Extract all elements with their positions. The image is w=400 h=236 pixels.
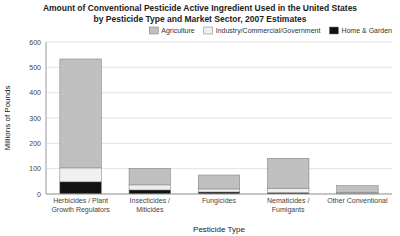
legend-label: Industry/Commercial/Government: [216, 27, 321, 35]
bar-segment: [129, 168, 171, 184]
legend-label: Agriculture: [161, 27, 195, 35]
bar-segment: [60, 182, 102, 194]
bar-segment: [198, 189, 240, 192]
grid-line: [46, 194, 392, 195]
bar-segment: [267, 188, 309, 193]
y-tick-label: 0: [37, 191, 41, 198]
x-tick-label: Herbicides / Plant Growth Regulators: [51, 197, 110, 214]
x-tick-label: Fungicides: [202, 197, 236, 205]
y-tick-label: 600: [29, 39, 41, 46]
legend-swatch: [204, 27, 213, 34]
x-tick-line: Fungicides: [202, 197, 236, 205]
x-tick-line: Nematicides /: [267, 197, 309, 204]
bar-segment: [267, 158, 309, 188]
subtitle: by Pesticide Type and Market Sector, 200…: [94, 14, 307, 24]
x-tick-line: Herbicides / Plant: [53, 197, 108, 204]
x-tick-line: Other Conventional: [327, 197, 388, 204]
title: Amount of Conventional Pesticide Active …: [43, 3, 357, 13]
x-tick-line: Growth Regulators: [51, 206, 110, 214]
y-tick-label: 500: [29, 64, 41, 71]
x-tick-line: Miticides: [136, 206, 164, 213]
bar-segment: [129, 190, 171, 194]
y-tick-label: 100: [29, 165, 41, 172]
chart: Amount of Conventional Pesticide Active …: [0, 0, 400, 236]
x-tick-line: Insecticides /: [130, 197, 171, 204]
legend: Agriculture Industry/Commercial/Governmen…: [149, 27, 392, 35]
bar-segment: [129, 185, 171, 190]
bar-segment: [198, 175, 240, 189]
y-axis-label: Millions of Pounds: [3, 86, 12, 151]
x-axis-label: Pesticide Type: [193, 225, 245, 234]
y-tick-label: 400: [29, 89, 41, 96]
x-axis: [46, 194, 392, 195]
legend-label: Home & Garden: [341, 27, 392, 34]
legend-swatch: [149, 27, 158, 34]
legend-swatch: [329, 27, 338, 34]
x-tick-line: Fumigants: [272, 206, 305, 214]
x-tick-label: Nematicides / Fumigants: [267, 197, 309, 214]
y-tick-label: 200: [29, 140, 41, 147]
grid: [46, 42, 392, 194]
bar-segment: [60, 59, 102, 168]
bar-segment: [337, 186, 379, 193]
y-tick-label: 300: [29, 115, 41, 122]
x-tick-label: Other Conventional: [327, 197, 388, 204]
x-tick-label: Insecticides / Miticides: [130, 197, 171, 213]
bar-segment: [60, 168, 102, 182]
grid-line: [46, 42, 392, 43]
bars: [60, 59, 378, 194]
y-axis: [46, 42, 47, 194]
